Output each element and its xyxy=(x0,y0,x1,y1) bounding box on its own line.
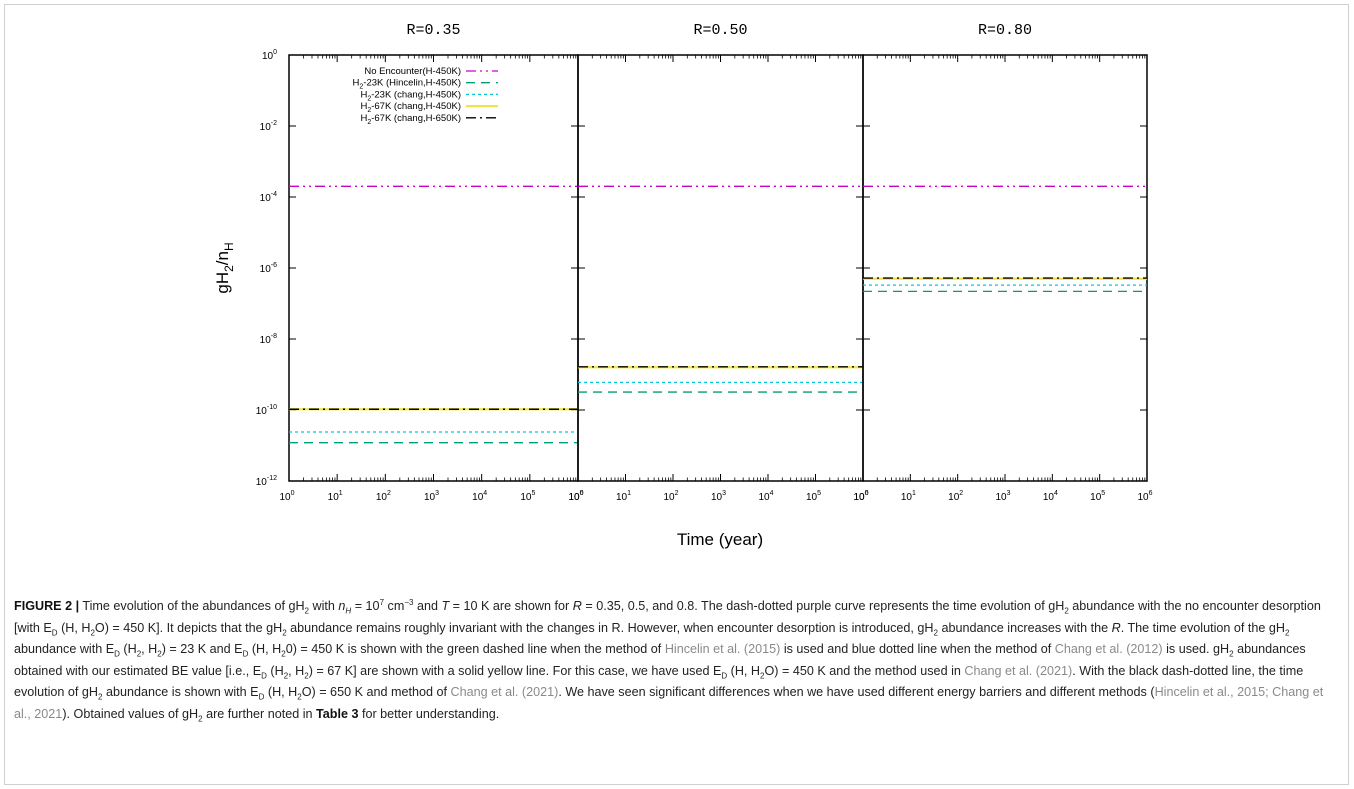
chart: R=0.35 100 101 102 103 104 105 106 10-12 10-10 10-… xyxy=(213,22,1153,549)
x-tick-label: 101 xyxy=(616,490,631,503)
x-tick-label: 104 xyxy=(1043,490,1058,503)
legend-label: No Encounter(H-450K) xyxy=(364,66,461,77)
subscript: 2 xyxy=(297,692,302,702)
subscript: 2 xyxy=(1229,649,1234,659)
subscript: D xyxy=(721,671,728,681)
subscript: 2 xyxy=(198,714,203,724)
panel-frame xyxy=(862,54,1148,482)
subscript: 2 xyxy=(282,628,287,638)
x-tick-label: 105 xyxy=(520,490,535,503)
legend-label: H2-23K (chang,H-450K) xyxy=(360,89,461,102)
subscript: 2 xyxy=(136,649,142,659)
y-tick-label: 10-8 xyxy=(260,333,277,346)
y-tick-label: 10-6 xyxy=(260,262,277,275)
panel-title: R=0.50 xyxy=(693,22,747,39)
y-tick-label: 10-12 xyxy=(256,475,277,488)
x-tick-label: 102 xyxy=(376,490,391,503)
subscript: 2 xyxy=(1284,628,1290,638)
citation-link[interactable]: Chang et al. (2021) xyxy=(964,663,1073,678)
subscript: 2 xyxy=(281,649,286,659)
subscript: 2 xyxy=(304,671,309,681)
citation-link[interactable]: Chang et al. (2021) xyxy=(450,685,559,699)
italic-symbol: R xyxy=(572,599,582,613)
italic-symbol: n xyxy=(338,599,346,613)
x-tick-label: 100 xyxy=(279,490,294,503)
legend-label: H2-67K (chang,H-450K) xyxy=(360,101,461,114)
x-tick-label: 101 xyxy=(328,490,343,503)
x-tick-label: 101 xyxy=(901,490,916,503)
figure-caption: FIGURE 2 | Time evolution of the abundan… xyxy=(14,597,1324,724)
x-tick-label: 103 xyxy=(424,490,439,503)
x-tick-label: 102 xyxy=(948,490,963,503)
y-axis-title: gH2/nH xyxy=(213,242,236,293)
x-tick-label: 100 xyxy=(853,490,868,503)
superscript: −3 xyxy=(404,597,414,607)
panel-title: R=0.35 xyxy=(406,22,460,39)
subscript: 2 xyxy=(157,649,162,659)
citation-link[interactable]: Hincelin et al., 2015; Chang et al., 202… xyxy=(14,685,1324,721)
subscript: D xyxy=(261,671,267,681)
table-reference: Table 3 xyxy=(316,706,359,721)
subscript: 2 xyxy=(98,692,103,702)
italic-symbol: T xyxy=(441,599,450,613)
subscript: 2 xyxy=(760,671,765,681)
x-axis-title: Time (year) xyxy=(677,530,763,549)
x-tick-label: 104 xyxy=(472,490,487,503)
italic-symbol: R xyxy=(1111,620,1121,635)
subscript: 2 xyxy=(933,628,938,638)
subscript: D xyxy=(51,628,58,638)
subscript: H xyxy=(345,606,352,616)
figure-label: FIGURE 2 | xyxy=(14,599,80,613)
x-tick-label: 100 xyxy=(568,490,583,503)
x-tick-label: 103 xyxy=(995,490,1010,503)
superscript: 7 xyxy=(379,597,385,607)
panel-frame xyxy=(577,54,864,482)
x-tick-label: 105 xyxy=(806,490,821,503)
y-tick-label: 10-4 xyxy=(260,191,277,204)
y-tick-label: 10-10 xyxy=(256,404,277,417)
subscript: D xyxy=(258,692,265,702)
x-tick-label: 105 xyxy=(1090,490,1105,503)
subscript: 2 xyxy=(1064,606,1069,616)
subscript: 2 xyxy=(304,606,309,616)
x-tick-label: 104 xyxy=(758,490,773,503)
subscript: D xyxy=(114,649,120,659)
legend-label: H2-23K (Hincelin,H-450K) xyxy=(353,78,461,91)
x-tick-label: 103 xyxy=(711,490,726,503)
subscript: 2 xyxy=(283,671,289,681)
citation-link[interactable]: Hincelin et al. (2015) xyxy=(664,642,781,656)
y-tick-label: 10-2 xyxy=(260,120,277,133)
x-tick-label: 106 xyxy=(1137,490,1152,503)
subscript: D xyxy=(242,649,249,659)
x-tick-label: 102 xyxy=(663,490,678,503)
figure-frame xyxy=(4,4,1349,785)
panel-title: R=0.80 xyxy=(978,22,1032,39)
subscript: 2 xyxy=(90,628,95,638)
legend-label: H2-67K (chang,H-650K) xyxy=(360,113,461,126)
y-tick-label: 100 xyxy=(262,49,277,62)
citation-link[interactable]: Chang et al. (2012) xyxy=(1054,642,1163,656)
